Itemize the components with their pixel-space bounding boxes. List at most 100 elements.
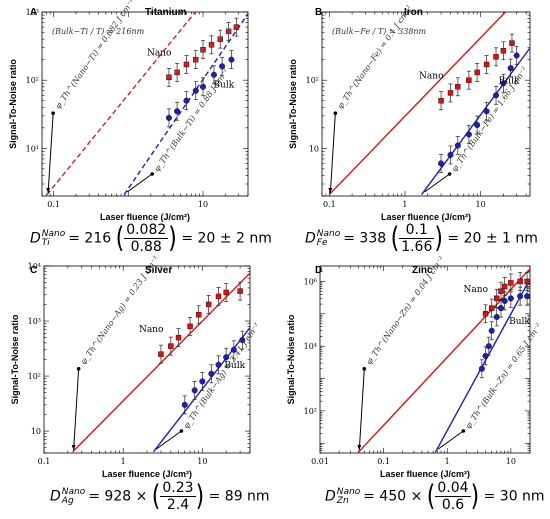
data-point-nano <box>223 289 229 296</box>
data-point-nano <box>205 301 212 308</box>
x-tick-label: 1 <box>121 457 126 466</box>
threshold-label-nano: φ_Th^(Nano−Ag) = 0.23 J cm⁻² <box>79 255 161 366</box>
x-tick-label: 0.1 <box>38 457 51 466</box>
y-tick-label: 10³ <box>26 8 39 17</box>
y-tick-label: 10 <box>309 144 319 153</box>
data-point-bulk <box>230 346 237 353</box>
formula-denominator: 2.4 <box>166 497 190 514</box>
formula-symbol: D <box>50 488 61 505</box>
data-point-bulk <box>200 83 207 90</box>
series-label-bulk: Bulk <box>499 77 520 87</box>
formula-iron: D Nano Fe = 338 (0.1 1.66) = 20 ± 1 nm <box>305 222 538 256</box>
data-point-nano <box>498 288 504 294</box>
formula-result: = 20 ± 1 nm <box>447 230 538 247</box>
panel-label: B <box>315 7 322 18</box>
plot-frame <box>319 265 531 454</box>
arrowhead <box>328 188 333 193</box>
data-point-nano <box>208 42 215 48</box>
panel-silver: C Silver 0.1 1 10 10 10² 10³ 10⁴ Laser fluence (J… <box>10 255 262 479</box>
pointer-dot <box>333 111 338 115</box>
threshold-label-nano: φ_Th^(Nano−Fe) = 0.1 J cm⁻² <box>336 4 414 110</box>
x-tick-label: 0.1 <box>377 457 390 466</box>
threshold-pointer-nano <box>358 368 365 451</box>
formula-result: = 20 ± 2 nm <box>181 230 272 247</box>
y-tick-label: 10¹ <box>26 144 39 153</box>
thickness-annotation: (Bulk−Ti / T) = 216nm <box>52 27 145 36</box>
y-axis-title: Signal-To-Noise ratio <box>8 59 18 149</box>
data-point-bulk <box>488 327 495 334</box>
x-tick-label: 10 <box>198 200 208 209</box>
pointer-dot <box>447 172 452 176</box>
formula-zinc: D Nano Zn = 450 × (0.04 0.6) = 30 nm <box>325 480 545 514</box>
data-point-bulk <box>465 131 472 138</box>
fit-line-bulk <box>434 278 530 453</box>
data-point-nano <box>166 74 172 81</box>
series-label-nano: Nano <box>419 72 443 82</box>
data-point-bulk <box>493 313 500 320</box>
data-point-nano <box>233 24 240 30</box>
fit-line-nano <box>357 268 530 453</box>
data-point-nano <box>183 61 190 68</box>
data-point-nano <box>217 36 223 42</box>
pointer-dot <box>362 367 367 371</box>
formula-coefficient: = 338 <box>343 230 387 247</box>
data-point-bulk <box>181 401 188 408</box>
data-point-bulk <box>208 370 215 377</box>
panel-iron: B Iron 0.1 1 10 10 10² Laser fluence (J/cm²) Sig… <box>288 4 531 222</box>
x-axis-title: Laser fluence (J/cm²) <box>381 212 471 222</box>
y-tick-label: 10⁴ <box>304 342 317 351</box>
formula-coefficient: = 450 × <box>363 488 423 505</box>
formula-subscript: Zn <box>336 495 349 506</box>
data-point-nano <box>438 97 444 104</box>
y-tick-label: 10 <box>31 427 41 436</box>
panel-label: D <box>315 265 322 276</box>
data-point-bulk <box>215 361 222 368</box>
data-point-bulk <box>483 108 490 115</box>
data-point-bulk <box>507 295 514 302</box>
arrowhead <box>46 188 51 193</box>
y-axis-title: Signal-To-Noise ratio <box>288 59 298 149</box>
pointer-dot <box>150 172 154 176</box>
y-tick-label: 10³ <box>28 317 41 326</box>
arrowhead <box>71 445 76 450</box>
pointer-dot <box>76 367 81 371</box>
plot-frame <box>321 11 531 197</box>
formula-denominator: 0.6 <box>441 497 465 514</box>
fit-line-bulk <box>421 47 530 195</box>
data-point-bulk <box>513 52 520 59</box>
threshold-pointer-bulk <box>438 430 464 450</box>
data-point-nano <box>447 90 454 96</box>
data-point-nano <box>524 278 530 285</box>
fit-line-nano <box>72 272 250 453</box>
data-point-nano <box>455 84 461 90</box>
data-point-bulk <box>438 160 445 167</box>
x-tick-label: 10 <box>506 457 516 466</box>
threshold-label-bulk: φ_Th^(Bulk−Zn) = 0.65 J cm⁻² <box>464 322 544 431</box>
formula-superscript: Nano <box>336 486 361 497</box>
formula-coefficient: = 216 <box>68 230 112 247</box>
y-tick-label: 10⁶ <box>304 277 317 286</box>
pointer-dot <box>179 429 184 433</box>
data-point-bulk <box>524 293 531 300</box>
data-point-nano <box>488 305 495 311</box>
y-tick-label: 10² <box>304 407 317 416</box>
data-point-bulk <box>174 108 181 115</box>
pointer-dot <box>461 429 466 433</box>
series-label-nano: Nano <box>147 48 171 58</box>
y-axis-title: Signal-To-Noise ratio <box>286 314 296 404</box>
formula-superscript: Nano <box>316 228 341 239</box>
data-point-nano <box>168 343 174 349</box>
panel-title: Titanium <box>145 7 187 18</box>
y-tick-label: 10² <box>26 76 39 85</box>
threshold-label-bulk: φ_Th^(Bulk−Fe) = 1.66 J cm⁻² <box>450 65 529 173</box>
data-point-nano <box>225 28 232 35</box>
data-point-bulk <box>493 92 500 99</box>
data-point-bulk <box>474 122 481 129</box>
formula-subscript: Fe <box>316 237 328 248</box>
data-point-nano <box>193 56 199 63</box>
panel-titanium: A Titanium 0.1 10 10¹ 10² 10³ Laser fluence (J/… <box>8 0 249 222</box>
series-label-bulk: Bulk <box>213 81 234 91</box>
data-point-nano <box>237 288 243 294</box>
data-point-nano <box>517 278 523 285</box>
data-point-bulk <box>517 293 524 300</box>
